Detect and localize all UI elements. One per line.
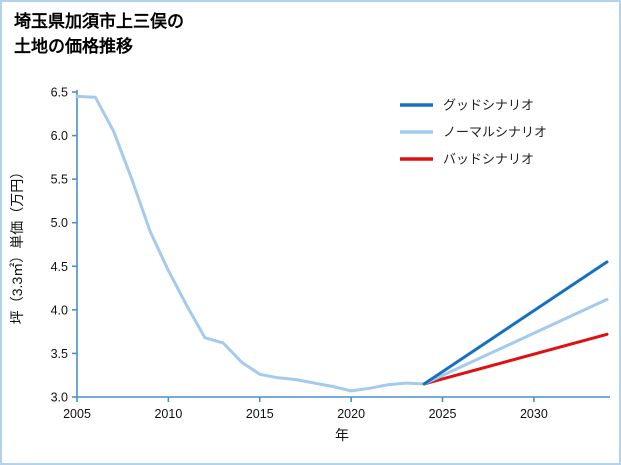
y-axis-label: 坪（3.3㎡）単価（万円） — [9, 165, 25, 324]
legend-label-normal: ノーマルシナリオ — [443, 125, 547, 140]
legend-label-good: グッドシナリオ — [443, 98, 534, 113]
chart-title-line1: 埼玉県加須市上三俣の — [14, 12, 184, 31]
x-tick-label: 2010 — [154, 407, 182, 421]
y-tick-label: 4.0 — [51, 303, 68, 317]
legend-label-bad: バッドシナリオ — [443, 152, 534, 167]
chart-title-line2: 土地の価格推移 — [14, 36, 133, 56]
y-tick-label: 5.0 — [51, 216, 68, 230]
x-axis-label: 年 — [335, 427, 349, 443]
y-tick-label: 5.5 — [51, 173, 68, 187]
y-tick-label: 3.5 — [51, 347, 68, 361]
x-tick-label: 2030 — [520, 407, 548, 421]
x-tick-label: 2025 — [429, 407, 457, 421]
x-tick-label: 2020 — [337, 407, 365, 421]
y-tick-label: 6.5 — [51, 86, 68, 100]
chart-title: 埼玉県加須市上三俣の 土地の価格推移 — [14, 10, 184, 59]
series-line-good — [422, 260, 609, 386]
y-tick-label: 4.5 — [51, 260, 68, 274]
series-line-bad — [422, 332, 609, 386]
series-line-historical — [75, 94, 426, 393]
y-tick-label: 3.0 — [51, 391, 68, 405]
x-tick-label: 2015 — [246, 407, 274, 421]
y-tick-label: 6.0 — [51, 129, 68, 143]
series-line-normal — [422, 297, 609, 386]
x-tick-label: 2005 — [63, 407, 91, 421]
